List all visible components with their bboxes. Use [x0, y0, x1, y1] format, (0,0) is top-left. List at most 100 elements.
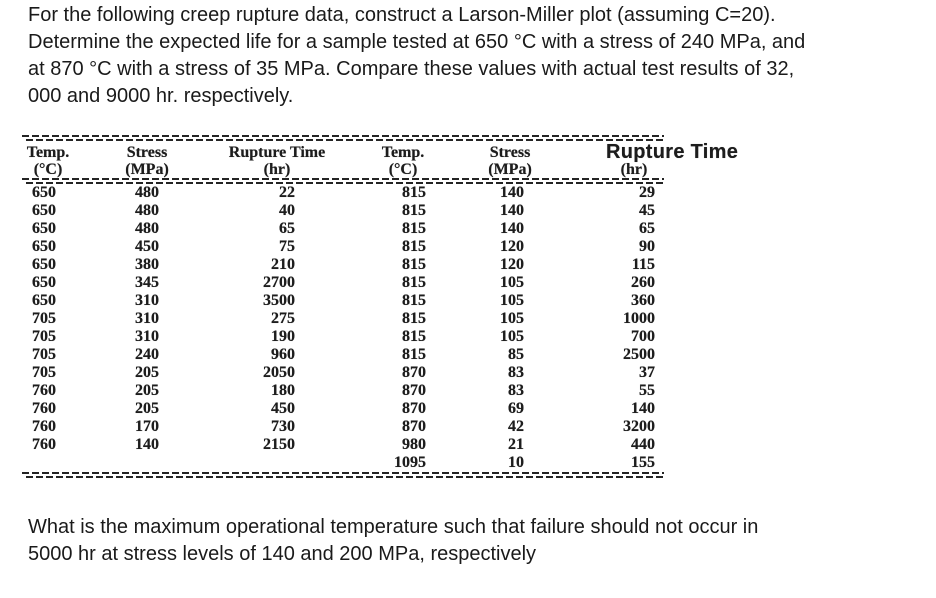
table-cell: 3500 [263, 292, 295, 309]
table-cell: 450 [271, 400, 295, 417]
table-cell: 210 [271, 256, 295, 273]
question-paragraph: What is the maximum operational temperat… [28, 514, 758, 568]
table-cell: 37 [639, 364, 655, 381]
table-row: 705 240 960 815 85 2500 [22, 346, 664, 364]
table-cell: 205 [135, 382, 159, 399]
table-cell: 650 [32, 202, 56, 219]
table-cell [92, 454, 202, 472]
table-row: 705 205 2050 870 83 37 [22, 364, 664, 382]
table-cell: 83 [508, 382, 524, 399]
table-cell: 190 [271, 328, 295, 345]
table-cell: 650 [32, 184, 56, 201]
table-cell: 310 [135, 310, 159, 327]
creep-rupture-table: Temp. (°C) Stress (MPa) Rupture Time (hr… [22, 135, 738, 478]
table-cell: 155 [631, 454, 655, 471]
table-cell: 650 [32, 238, 56, 255]
table-cell: 65 [639, 220, 655, 237]
table-cell: 260 [631, 274, 655, 291]
column-header-rupture-time-left: Rupture Time (hr) [212, 144, 342, 178]
table-row: 650 345 2700 815 105 260 [22, 274, 664, 292]
table-cell: 345 [135, 274, 159, 291]
column-title: Stress [126, 144, 168, 161]
table-cell: 65 [279, 220, 295, 237]
column-header-temp-right: Temp. (°C) [338, 144, 468, 178]
table-cell: 170 [135, 418, 159, 435]
table-cell: 380 [135, 256, 159, 273]
table-cell: 815 [402, 292, 426, 309]
table-cell: 815 [402, 202, 426, 219]
table-cell: 450 [135, 238, 159, 255]
question-line: 5000 hr at stress levels of 140 and 200 … [28, 543, 537, 565]
table-row: 760 140 2150 980 21 440 [22, 436, 664, 454]
table-cell: 815 [402, 346, 426, 363]
table-cell: 980 [402, 436, 426, 453]
table-top-border [22, 135, 664, 141]
table-cell: 275 [271, 310, 295, 327]
table-cell: 815 [402, 310, 426, 327]
table-cell: 815 [402, 220, 426, 237]
table-cell: 705 [32, 328, 56, 345]
table-row: 650 380 210 815 120 115 [22, 256, 664, 274]
table-cell: 815 [402, 256, 426, 273]
table-cell: 730 [271, 418, 295, 435]
table-row: 760 205 180 870 83 55 [22, 382, 664, 400]
table-cell: 2500 [623, 346, 655, 363]
table-cell: 650 [32, 256, 56, 273]
table-cell: 705 [32, 346, 56, 363]
table-cell: 205 [135, 364, 159, 381]
table-cell: 760 [32, 436, 56, 453]
problem-statement: For the following creep rupture data, co… [28, 2, 805, 110]
column-header-stress-right: Stress (MPa) [460, 144, 560, 178]
table-cell: 815 [402, 274, 426, 291]
table-cell: 180 [271, 382, 295, 399]
table-cell: 1095 [394, 454, 426, 471]
table-cell: 83 [508, 364, 524, 381]
table-body: 650 480 22 815 140 29 650 480 40 815 140 45 650 480 65… [22, 184, 664, 472]
table-cell: 760 [32, 418, 56, 435]
table-cell: 480 [135, 184, 159, 201]
table-cell [202, 454, 332, 472]
table-cell: 2700 [263, 274, 295, 291]
table-cell: 440 [631, 436, 655, 453]
table-cell: 105 [500, 310, 524, 327]
column-unit: (°C) [388, 161, 418, 178]
table-rows: 650 480 22 815 140 29 650 480 40 815 140 45 650 480 65… [22, 184, 664, 472]
question-line: What is the maximum operational temperat… [28, 516, 759, 538]
column-title: Stress [489, 144, 531, 161]
table-cell: 815 [402, 238, 426, 255]
table-cell: 105 [500, 274, 524, 291]
table-row: 1095 10 155 [22, 454, 664, 472]
table-row: 650 480 40 815 140 45 [22, 202, 664, 220]
column-title: Rupture Time [606, 141, 739, 163]
table-cell: 2150 [263, 436, 295, 453]
table-cell: 360 [631, 292, 655, 309]
table-cell: 205 [135, 400, 159, 417]
column-unit: (hr) [263, 161, 291, 178]
table-cell: 870 [402, 364, 426, 381]
table-cell: 650 [32, 274, 56, 291]
table-cell: 105 [500, 292, 524, 309]
table-cell: 650 [32, 292, 56, 309]
table-cell: 120 [500, 238, 524, 255]
column-header-stress-left: Stress (MPa) [92, 144, 202, 178]
table-cell: 480 [135, 202, 159, 219]
table-cell: 2050 [263, 364, 295, 381]
column-title: Temp. [26, 144, 70, 161]
table-cell: 22 [279, 184, 295, 201]
table-cell: 45 [639, 202, 655, 219]
table-cell: 870 [402, 418, 426, 435]
table-row: 760 205 450 870 69 140 [22, 400, 664, 418]
table-cell [22, 454, 92, 472]
table-row: 650 480 22 815 140 29 [22, 184, 664, 202]
table-row: 705 310 190 815 105 700 [22, 328, 664, 346]
table-cell: 21 [508, 436, 524, 453]
column-unit: (°C) [33, 161, 63, 178]
table-cell: 1000 [623, 310, 655, 327]
table-cell: 960 [271, 346, 295, 363]
column-unit: (MPa) [125, 161, 169, 178]
table-cell: 140 [500, 184, 524, 201]
problem-statement-line: 000 and 9000 hr. respectively. [28, 85, 294, 107]
column-unit: (MPa) [488, 161, 532, 178]
table-cell: 760 [32, 400, 56, 417]
table-cell: 42 [508, 418, 524, 435]
